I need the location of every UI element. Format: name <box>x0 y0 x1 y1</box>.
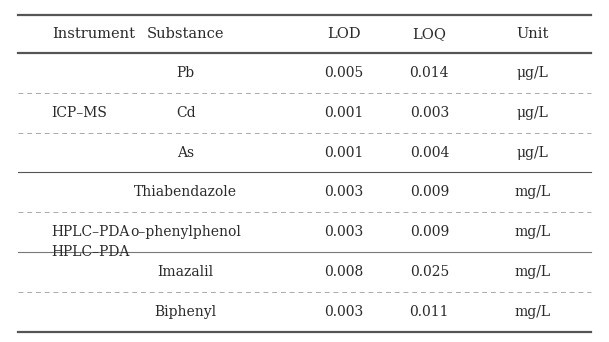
Text: 0.001: 0.001 <box>325 146 364 160</box>
Text: 0.003: 0.003 <box>325 185 364 199</box>
Text: 0.014: 0.014 <box>410 66 449 80</box>
Text: Imazalil: Imazalil <box>158 265 214 279</box>
Text: μg/L: μg/L <box>517 106 549 120</box>
Text: ICP–MS: ICP–MS <box>52 106 108 120</box>
Text: Pb: Pb <box>177 66 195 80</box>
Text: Thiabendazole: Thiabendazole <box>134 185 238 199</box>
Text: 0.009: 0.009 <box>410 225 449 239</box>
Text: 0.005: 0.005 <box>325 66 364 80</box>
Text: 0.004: 0.004 <box>410 146 449 160</box>
Text: HPLC–PDA: HPLC–PDA <box>52 245 130 259</box>
Text: Cd: Cd <box>176 106 195 120</box>
Text: 0.001: 0.001 <box>325 106 364 120</box>
Text: Instrument: Instrument <box>52 27 135 41</box>
Text: Biphenyl: Biphenyl <box>155 305 217 319</box>
Text: HPLC–PDA: HPLC–PDA <box>52 225 130 239</box>
Text: As: As <box>177 146 194 160</box>
Text: mg/L: mg/L <box>515 225 551 239</box>
Text: μg/L: μg/L <box>517 146 549 160</box>
Text: Substance: Substance <box>147 27 225 41</box>
Text: 0.025: 0.025 <box>410 265 449 279</box>
Text: LOD: LOD <box>327 27 361 41</box>
Text: 0.009: 0.009 <box>410 185 449 199</box>
Text: o–phenylphenol: o–phenylphenol <box>130 225 241 239</box>
Text: 0.003: 0.003 <box>325 305 364 319</box>
Text: mg/L: mg/L <box>515 185 551 199</box>
Text: 0.011: 0.011 <box>410 305 449 319</box>
Text: 0.003: 0.003 <box>410 106 449 120</box>
Text: 0.008: 0.008 <box>325 265 364 279</box>
Text: LOQ: LOQ <box>412 27 446 41</box>
Text: mg/L: mg/L <box>515 305 551 319</box>
Text: 0.003: 0.003 <box>325 225 364 239</box>
Text: mg/L: mg/L <box>515 265 551 279</box>
Text: Unit: Unit <box>516 27 549 41</box>
Text: μg/L: μg/L <box>517 66 549 80</box>
